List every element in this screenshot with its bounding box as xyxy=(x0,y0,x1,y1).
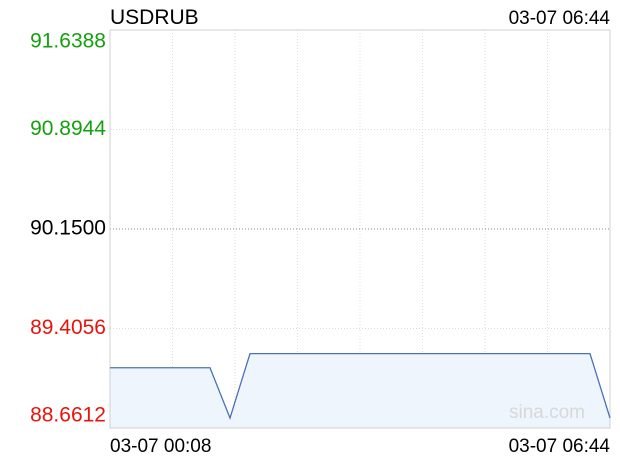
watermark: sina.com xyxy=(509,402,585,423)
plot-frame xyxy=(109,29,611,429)
y-tick-label: 89.4056 xyxy=(30,316,106,339)
y-tick-label: 91.6388 xyxy=(30,30,106,53)
x-tick-label: 03-07 06:44 xyxy=(509,436,611,457)
price-line xyxy=(110,352,611,420)
x-tick-label: 03-07 00:08 xyxy=(110,436,211,457)
y-tick-label: 88.6612 xyxy=(30,404,106,427)
chart-title: USDRUB xyxy=(110,6,199,29)
timestamp: 03-07 06:44 xyxy=(509,8,611,29)
y-tick-label: 90.1500 xyxy=(30,217,106,240)
y-tick-label: 90.8944 xyxy=(30,117,106,140)
area-fill xyxy=(110,353,610,428)
